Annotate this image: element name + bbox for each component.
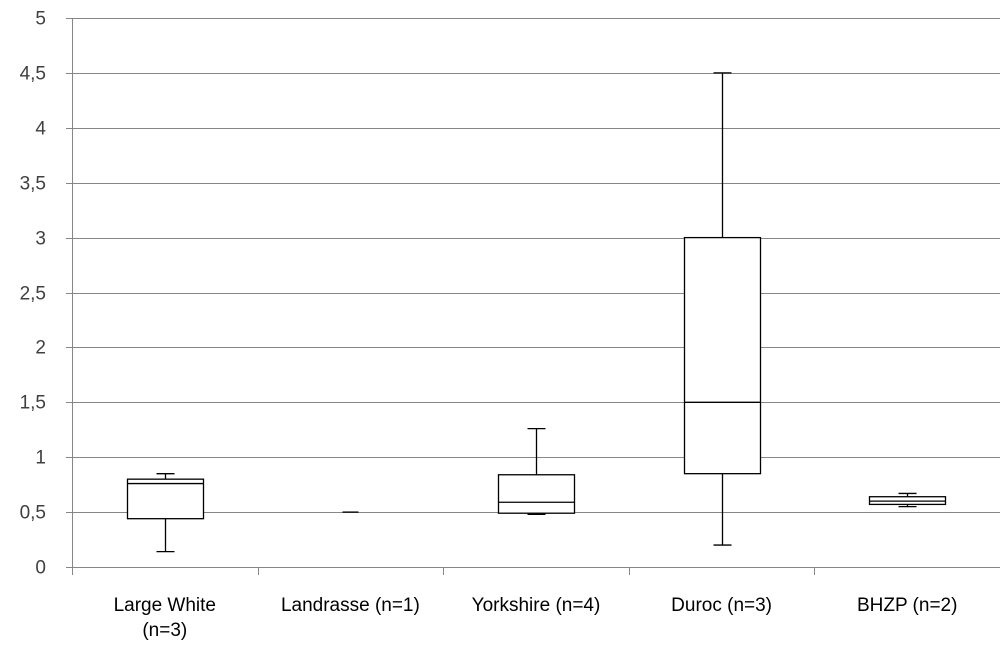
category-label-line: Large White (114, 595, 216, 616)
y-tick-label: 0 (35, 558, 46, 579)
category-label: Yorkshire (n=4) (472, 595, 601, 616)
y-tick-label: 2 (35, 338, 46, 359)
y-tick-label: 4,5 (20, 64, 46, 85)
y-tick-label: 3,5 (20, 174, 46, 195)
gridlines (72, 18, 1000, 513)
category-label-line: BHZP (n=2) (857, 595, 958, 616)
y-axis-tick-labels: 0 0,5 1 1,5 2 2,5 3 3,5 4 4,5 5 (20, 9, 47, 579)
x-axis-category-labels: Large White (n=3) Landrasse (n=1) Yorkshire… (114, 595, 958, 641)
y-tick-label: 4 (35, 119, 46, 140)
category-label-line: Duroc (n=3) (671, 595, 772, 616)
y-tick-label: 0,5 (20, 503, 46, 524)
category-label-line: Yorkshire (n=4) (472, 595, 601, 616)
box-1 (126, 473, 205, 553)
y-tick-label: 1 (35, 448, 46, 469)
y-tick-label: 5 (35, 9, 46, 30)
category-label: Landrasse (n=1) (281, 595, 420, 616)
category-label: Duroc (n=3) (671, 595, 772, 616)
box-5 (868, 492, 947, 508)
y-tick-label: 3 (35, 229, 46, 250)
interquartile-box (683, 236, 762, 475)
axes (66, 18, 1000, 575)
interquartile-box (126, 478, 205, 520)
box-4 (683, 72, 762, 546)
interquartile-box (497, 474, 576, 514)
category-label: BHZP (n=2) (857, 595, 958, 616)
box-3 (497, 428, 576, 515)
category-label-line: (n=3) (142, 620, 187, 641)
category-label: Large White (n=3) (114, 595, 216, 641)
boxes (126, 72, 947, 553)
category-label-line: Landrasse (n=1) (281, 595, 420, 616)
y-tick-label: 1,5 (20, 393, 46, 414)
y-tick-label: 2,5 (20, 284, 46, 305)
